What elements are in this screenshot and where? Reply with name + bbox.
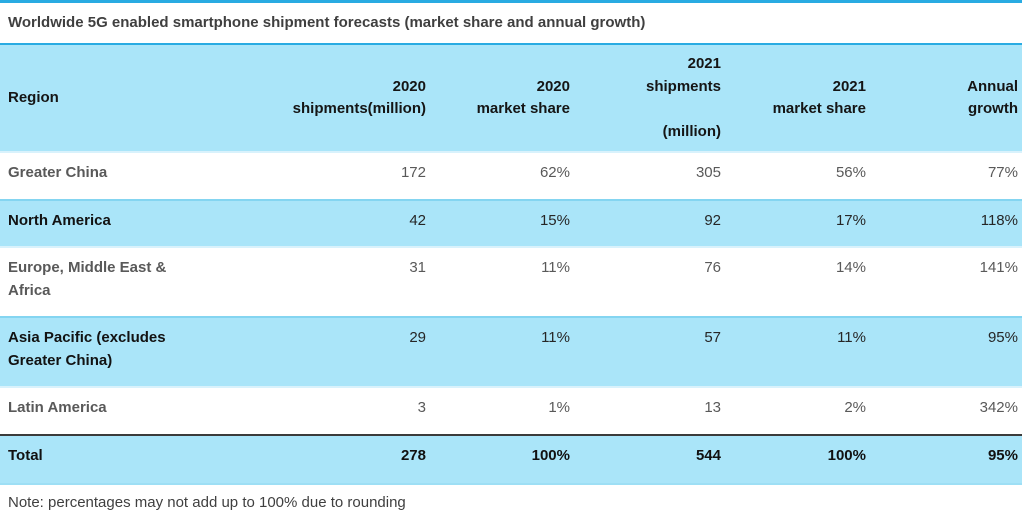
column-header-region: Region — [8, 88, 59, 106]
region-cell: Greater China — [8, 164, 108, 181]
shipments-2020-cell: 42 — [409, 211, 426, 229]
annual-growth-cell: 141% — [979, 259, 1018, 276]
column-header-2021-market-share: 2021 market share — [772, 77, 866, 118]
share-2021-cell: 56% — [835, 164, 866, 181]
annual-growth-cell: 77% — [987, 164, 1018, 181]
shipments-2021-cell: 305 — [695, 164, 721, 181]
shipments-2021-cell: 92 — [704, 211, 721, 229]
region-cell: North America — [8, 211, 111, 229]
column-header-2020-shipments: 2020 shipments(million) — [292, 77, 426, 118]
annual-growth-cell: 95% — [987, 446, 1018, 464]
region-cell: Latin America — [8, 399, 107, 416]
table-header-row: Region 2020 shipments(million) 2020 mark… — [0, 44, 1022, 152]
share-2020-cell: 15% — [539, 211, 570, 229]
region-cell: Total — [8, 446, 43, 464]
shipments-2020-cell: 29 — [409, 329, 426, 346]
share-2020-cell: 100% — [531, 446, 570, 464]
share-2020-cell: 62% — [539, 164, 570, 181]
shipments-2021-cell: 76 — [704, 259, 721, 276]
shipments-2021-cell: 544 — [695, 446, 721, 464]
share-2020-cell: 11% — [541, 259, 570, 276]
annual-growth-cell: 118% — [980, 211, 1018, 229]
shipments-2021-cell: 57 — [704, 329, 721, 346]
share-2021-cell: 2% — [844, 399, 866, 416]
column-header-annual-growth: Annual growth — [967, 77, 1018, 118]
page-title: Worldwide 5G enabled smartphone shipment… — [8, 14, 646, 31]
share-2021-cell: 11% — [837, 329, 866, 346]
table-row-emea: Europe, Middle East & Africa 31 11% 76 1… — [0, 247, 1022, 317]
shipments-2020-cell: 3 — [417, 399, 426, 416]
shipments-2021-cell: 13 — [704, 399, 721, 416]
region-cell: Europe, Middle East & Africa — [8, 259, 167, 299]
forecast-table: Region 2020 shipments(million) 2020 mark… — [0, 43, 1022, 485]
top-accent-line — [0, 0, 1022, 3]
column-header-2021-shipments: 2021 shipments (million) — [645, 55, 721, 140]
shipments-2020-cell: 172 — [400, 164, 426, 181]
table-row-asia-pacific: Asia Pacific (excludes Greater China) 29… — [0, 317, 1022, 387]
share-2021-cell: 100% — [827, 446, 866, 464]
annual-growth-cell: 95% — [987, 329, 1018, 346]
table-row-latin-america: Latin America 3 1% 13 2% 342% — [0, 387, 1022, 435]
share-2021-cell: 14% — [835, 259, 866, 276]
share-2020-cell: 1% — [548, 399, 570, 416]
shipments-2020-cell: 31 — [409, 259, 426, 276]
region-cell: Asia Pacific (excludes Greater China) — [8, 329, 166, 369]
table-row-greater-china: Greater China 172 62% 305 56% 77% — [0, 152, 1022, 200]
table-row-north-america: North America 42 15% 92 17% 118% — [0, 199, 1022, 247]
table-row-total: Total 278 100% 544 100% 95% — [0, 434, 1022, 484]
share-2020-cell: 11% — [541, 329, 570, 346]
share-2021-cell: 17% — [835, 211, 866, 229]
table-note: Note: percentages may not add up to 100%… — [8, 494, 406, 511]
annual-growth-cell: 342% — [979, 399, 1018, 416]
shipments-2020-cell: 278 — [400, 446, 426, 464]
column-header-2020-market-share: 2020 market share — [476, 77, 570, 118]
